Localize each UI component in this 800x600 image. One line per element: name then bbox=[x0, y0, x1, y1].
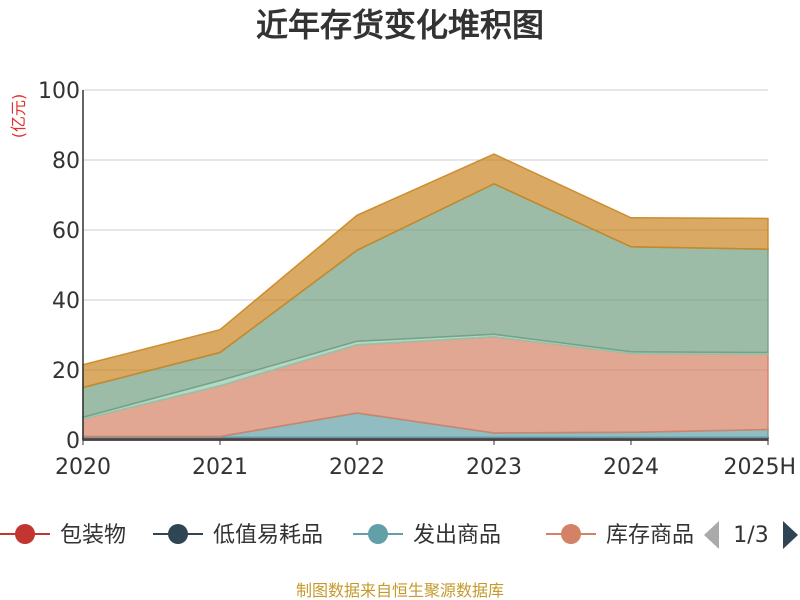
x-tick-label: 2025H bbox=[723, 455, 796, 480]
x-tick-label: 2021 bbox=[192, 455, 248, 480]
area-series bbox=[82, 153, 769, 441]
legend-item[interactable]: 包装物 bbox=[0, 523, 126, 548]
y-tick-label: 0 bbox=[66, 429, 80, 454]
legend-item[interactable]: 发出商品 bbox=[353, 523, 501, 548]
chart-title: 近年存货变化堆积图 bbox=[256, 6, 544, 44]
legend-prev-icon[interactable] bbox=[704, 521, 719, 549]
legend-item[interactable]: 库存商品 bbox=[546, 523, 694, 548]
legend-label: 库存商品 bbox=[606, 523, 694, 548]
y-tick-label: 100 bbox=[38, 79, 80, 104]
area-series-6 bbox=[82, 153, 769, 389]
y-tick-label: 40 bbox=[52, 289, 80, 314]
legend-marker bbox=[561, 524, 581, 544]
legend-label: 包装物 bbox=[60, 523, 126, 548]
legend-label: 低值易耗品 bbox=[213, 523, 323, 548]
legend[interactable]: 包装物 低值易耗品 发出商品 库存商品 1/3 bbox=[0, 521, 798, 549]
y-tick-label: 60 bbox=[52, 219, 80, 244]
y-axis-unit: (亿元) bbox=[9, 94, 28, 139]
legend-marker bbox=[168, 524, 188, 544]
legend-next-icon[interactable] bbox=[783, 521, 798, 549]
x-tick-label: 2022 bbox=[329, 455, 385, 480]
axes: 0 20 40 60 80 100 2020 2021 2022 2023 2024 2025H bbox=[38, 79, 796, 480]
legend-label: 发出商品 bbox=[413, 523, 501, 548]
data-source-note: 制图数据来自恒生聚源数据库 bbox=[296, 581, 504, 600]
legend-item[interactable]: 低值易耗品 bbox=[153, 523, 323, 548]
y-tick-label: 20 bbox=[52, 359, 80, 384]
x-tick-label: 2024 bbox=[603, 455, 659, 480]
legend-marker bbox=[15, 524, 35, 544]
legend-marker bbox=[368, 524, 388, 544]
y-tick-label: 80 bbox=[52, 149, 80, 174]
legend-page-indicator: 1/3 bbox=[733, 523, 768, 548]
x-tick-label: 2020 bbox=[55, 455, 111, 480]
x-tick-label: 2023 bbox=[466, 455, 522, 480]
